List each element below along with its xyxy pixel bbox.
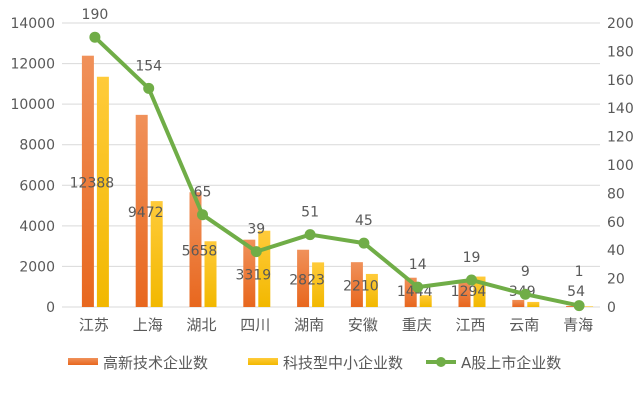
bar-sme [581, 306, 594, 307]
bar-data-label: 1294 [451, 284, 487, 300]
left-axis-tick: 6000 [19, 178, 55, 194]
line-data-label: 1 [575, 264, 584, 280]
bar-high-tech [458, 280, 471, 307]
bar-high-tech [189, 192, 202, 307]
bar-high-tech [243, 239, 256, 307]
right-axis-tick: 160 [607, 73, 634, 89]
bar-data-label: 54 [567, 284, 585, 300]
line-point [519, 288, 531, 300]
category-label: 重庆 [402, 316, 432, 334]
bar-sme [150, 201, 163, 307]
bar-high-tech [512, 299, 525, 307]
line-point [412, 281, 424, 293]
legend-label: A股上市企业数 [461, 354, 561, 372]
legend-marker [436, 357, 446, 367]
bar-sme [312, 262, 325, 307]
line-data-label: 65 [194, 185, 212, 201]
category-label: 湖南 [294, 316, 324, 334]
line-point [89, 31, 101, 43]
right-axis-tick: 140 [607, 101, 634, 117]
right-axis-tick: 200 [607, 16, 634, 32]
category-label: 江西 [455, 316, 485, 334]
legend-label: 高新技术企业数 [103, 354, 208, 372]
line-data-label: 154 [135, 58, 162, 74]
left-axis-tick: 4000 [19, 219, 55, 235]
line-point [466, 274, 477, 286]
left-axis-tick: 2000 [19, 259, 55, 275]
right-axis-tick: 80 [607, 186, 625, 202]
right-axis-tick: 120 [607, 130, 634, 146]
bar-high-tech [297, 249, 310, 307]
line-point [573, 300, 585, 312]
bar-sme [419, 295, 432, 307]
category-label: 四川 [240, 316, 270, 334]
bar-sme [527, 301, 540, 307]
bar-data-label: 2210 [343, 279, 379, 295]
legend-label: 科技型中小企业数 [283, 354, 403, 372]
line-point [143, 82, 155, 94]
bar-sme [365, 273, 378, 307]
line-data-label: 14 [409, 257, 427, 273]
line-data-label: 190 [82, 7, 109, 23]
line-point [358, 237, 370, 249]
line-listed-companies [93, 35, 580, 308]
right-axis-tick: 180 [607, 44, 634, 60]
line-data-label: 51 [301, 205, 319, 221]
left-axis-tick: 10000 [10, 97, 55, 113]
bar-high-tech [566, 305, 579, 307]
left-axis-tick: 8000 [19, 138, 55, 154]
bar-high-tech [135, 114, 148, 307]
bar-data-label: 9472 [128, 205, 164, 221]
line-point [304, 229, 316, 241]
line-data-label: 19 [463, 250, 481, 266]
right-axis-tick: 40 [607, 243, 625, 259]
line-data-label: 45 [355, 213, 373, 229]
line-point [250, 246, 262, 258]
left-axis-tick: 14000 [10, 16, 55, 32]
category-label: 青海 [563, 316, 593, 334]
right-axis-tick: 60 [607, 215, 625, 231]
left-axis-tick: 12000 [10, 57, 55, 73]
line-point [197, 209, 208, 221]
bar-data-label: 3319 [235, 267, 271, 283]
legend-swatch-high-tech [68, 358, 98, 365]
bar-data-label: 12388 [70, 175, 115, 191]
bar-sme [204, 241, 217, 307]
right-axis-tick: 0 [607, 300, 616, 316]
category-label: 江苏 [79, 316, 109, 334]
category-label: 湖北 [186, 316, 216, 334]
line-data-label: 9 [521, 264, 530, 280]
bar-high-tech [350, 262, 363, 307]
category-label: 安徽 [348, 316, 378, 334]
right-axis-tick: 100 [607, 158, 634, 174]
bar-high-tech [81, 55, 94, 307]
category-label: 云南 [509, 316, 539, 334]
right-axis-tick: 20 [607, 272, 625, 288]
bar-sme [96, 76, 109, 307]
left-axis-tick: 0 [46, 300, 55, 316]
legend-swatch-sme [248, 358, 278, 365]
bar-data-label: 5658 [182, 244, 218, 260]
category-label: 上海 [133, 316, 163, 334]
line-data-label: 39 [247, 222, 265, 238]
bar-data-label: 2823 [289, 272, 325, 288]
